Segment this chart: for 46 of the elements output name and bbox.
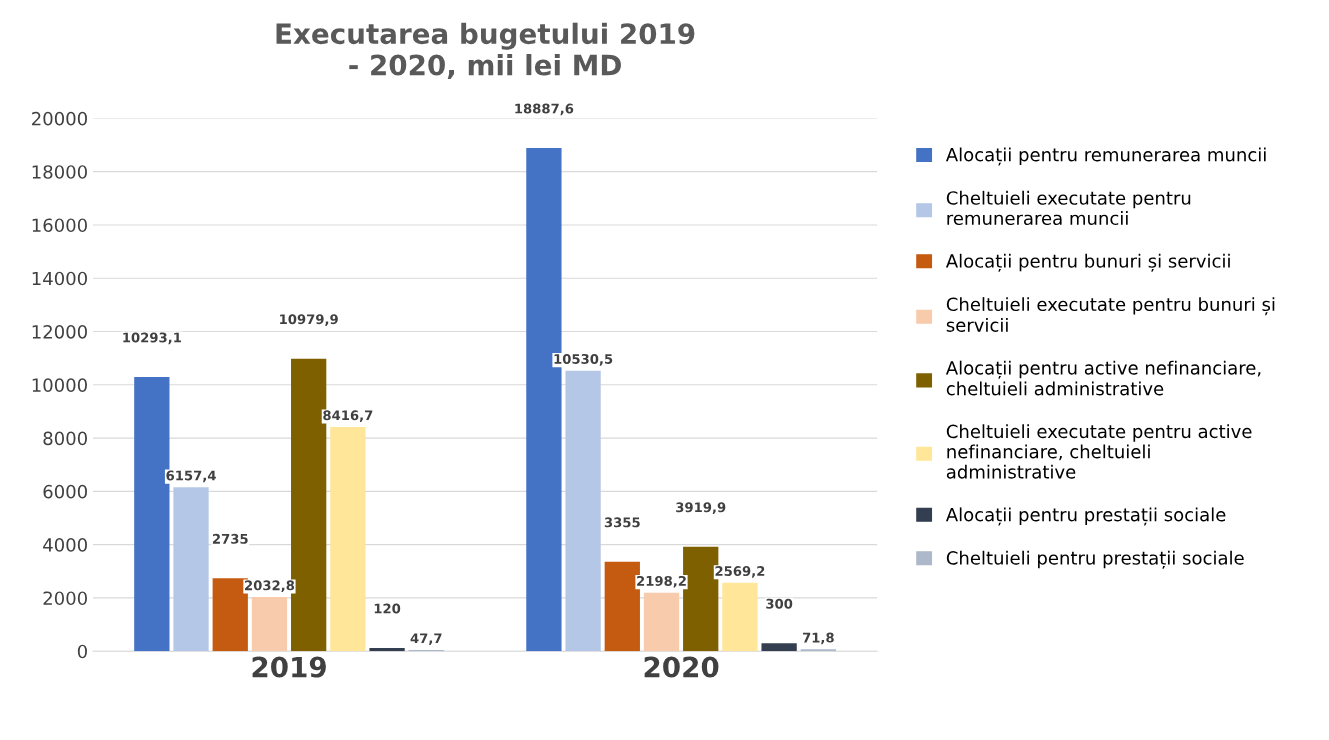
y-tick-label: 16000: [32, 218, 87, 233]
data-label: 8416,7: [323, 410, 373, 422]
bar: [761, 643, 797, 652]
bar: [330, 426, 366, 652]
y-tick-label: 6000: [43, 484, 87, 499]
bar: [722, 582, 758, 652]
legend-label: Cheltuieli pentru prestații sociale: [946, 550, 1244, 569]
y-tick-label: 0: [77, 644, 87, 659]
x-tick-label: 2020: [644, 656, 719, 678]
y-tick-label: 14000: [32, 271, 87, 286]
legend-label: Cheltuieli executate pentru bunuri și servicii: [946, 297, 1275, 332]
data-label: 2735: [212, 533, 248, 544]
legend-label: Alocații pentru remunerarea muncii: [945, 147, 1266, 166]
bar: [565, 370, 601, 652]
bar: [173, 487, 209, 652]
y-tick-label: 18000: [32, 165, 87, 179]
bar: [369, 648, 405, 652]
legend-label: Alocații pentru prestații sociale: [945, 507, 1226, 526]
data-label: 3919,9: [676, 502, 726, 514]
data-label: 10979,9: [280, 314, 338, 326]
legend-label: Alocații pentru bunuri și servicii: [945, 253, 1230, 272]
data-label: 18887,6: [515, 103, 574, 116]
y-tick-label: 8000: [43, 431, 87, 446]
data-label: 6157,4: [166, 470, 216, 483]
bar: [251, 597, 288, 652]
data-label: 120: [374, 603, 401, 614]
y-tick-label: 2000: [43, 591, 87, 606]
y-tick-label: 12000: [32, 324, 87, 339]
legend-label: Cheltuieli executate pentru remunerarea muncii: [946, 190, 1191, 226]
data-label: 2032,8: [245, 580, 295, 593]
data-label: 3355: [604, 517, 640, 528]
data-label: 300: [766, 598, 793, 609]
data-label: 47,7: [410, 633, 442, 645]
bar: [643, 592, 680, 652]
legend-label: Cheltuieli executate pentru active nefinanciare, cheltuieli administrative: [946, 424, 1252, 479]
y-tick-label: 10000: [32, 378, 87, 392]
data-label: 10293,1: [123, 332, 181, 345]
data-label: 71,8: [802, 632, 834, 645]
y-tick-label: 4000: [43, 538, 87, 552]
chart-title: Executarea bugetului 2019 - 2020, mii lei MD: [276, 22, 695, 80]
data-label: 2569,2: [715, 566, 765, 578]
data-label: 2198,2: [637, 575, 686, 588]
legend-label: Alocații pentru active nefinanciare, cheltuieli administrative: [945, 360, 1261, 396]
x-tick-label: 2019: [252, 656, 326, 678]
data-label: 10530,5: [554, 353, 613, 366]
y-tick-label: 20000: [32, 111, 87, 126]
